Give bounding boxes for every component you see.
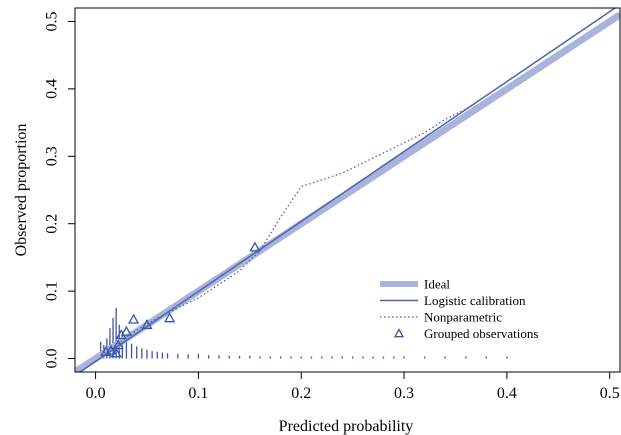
plot-layer: [75, 8, 620, 372]
axes-layer: 0.0 0.1 0.2 0.3 0.4 0.5 0.0 0.1 0.2 0.3 0.4 0.5: [44, 7, 621, 402]
grouped-observation-point: [115, 329, 127, 340]
x-tick-label: 0.1: [188, 385, 208, 402]
y-tick-label: 0.2: [44, 214, 61, 234]
legend-label-nonparametric: Nonparametric: [424, 310, 502, 325]
legend-grouped-swatch: [393, 328, 405, 338]
grouped-observation-point: [120, 325, 133, 336]
plot-frame: [74, 7, 621, 373]
x-tick-label: 0.3: [394, 385, 414, 402]
grouped-observation-point: [128, 313, 140, 324]
logistic-calibration-line: [78, 8, 617, 372]
y-tick-label: 0.0: [44, 349, 61, 369]
y-axis-label: Observed proportion: [13, 124, 30, 257]
grouped-observation-point: [112, 339, 124, 350]
x-tick-label: 0.0: [86, 385, 106, 402]
y-tick-label: 0.1: [44, 281, 61, 301]
legend-label-logistic: Logistic calibration: [424, 293, 526, 308]
grouped-observation-point: [163, 312, 176, 323]
x-tick-label: 0.5: [600, 385, 620, 402]
grouped-observation-point: [105, 344, 117, 355]
plot-area: [75, 8, 620, 372]
x-tick-label: 0.2: [291, 385, 311, 402]
ideal-line: [75, 11, 620, 372]
grouped-observation-point: [141, 318, 153, 330]
grouped-observation-point: [110, 347, 122, 358]
x-axis-label: Predicted probability: [279, 418, 414, 435]
x-tick-label: 0.4: [497, 385, 517, 402]
legend-label-grouped: Grouped observations: [424, 326, 538, 341]
grouped-observation-point: [249, 241, 261, 252]
y-tick-label: 0.3: [44, 146, 61, 166]
y-tick-label: 0.5: [44, 11, 61, 31]
y-tick-label: 0.4: [44, 79, 61, 99]
legend-label-ideal: Ideal: [424, 277, 450, 292]
